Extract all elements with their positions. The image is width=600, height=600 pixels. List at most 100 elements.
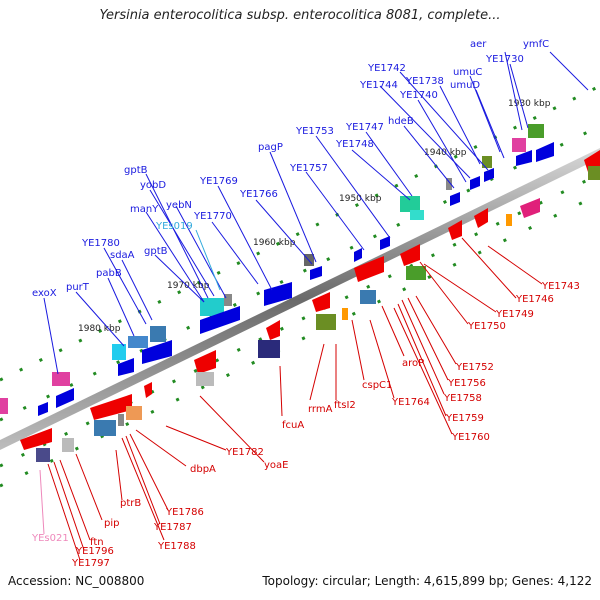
accession-label: Accession: NC_008800 [8, 574, 145, 588]
leader-line [47, 463, 81, 561]
gene-label[interactable]: YE1757 [289, 163, 328, 174]
gene-label[interactable]: YE1782 [225, 447, 264, 458]
feature-arrow [118, 358, 134, 376]
feature-block [0, 398, 8, 414]
feature-arrow [194, 350, 216, 374]
leader-line [269, 151, 317, 263]
gene-label[interactable]: YE1780 [81, 238, 120, 249]
leader-line [399, 71, 489, 171]
gene-label[interactable]: YE1760 [451, 432, 490, 443]
gene-label[interactable]: YE1797 [71, 558, 110, 569]
leader-line [403, 125, 455, 189]
gene-label[interactable]: YE1788 [157, 541, 196, 552]
gene-label[interactable]: gptB [144, 246, 168, 257]
gene-label[interactable]: ptrB [120, 498, 141, 509]
gene-label[interactable]: YE1770 [193, 211, 232, 222]
gene-label[interactable]: purT [66, 282, 90, 293]
gene-label[interactable]: YE1748 [335, 139, 374, 150]
gene-label[interactable]: umuC [453, 67, 482, 78]
gene-label[interactable]: YEs019 [155, 221, 193, 232]
feature-block [112, 344, 126, 360]
leader-line [439, 85, 481, 165]
feature-block [410, 210, 424, 220]
gene-label[interactable]: YE1738 [405, 76, 444, 87]
gene-label[interactable]: aer [470, 39, 487, 50]
feature-arrow [520, 198, 540, 218]
gene-label[interactable]: YE1744 [359, 80, 398, 91]
feature-arrow [312, 292, 330, 312]
leader-line [504, 51, 523, 131]
gene-label[interactable]: YE1730 [485, 54, 524, 65]
gene-label[interactable]: sdaA [110, 250, 135, 261]
leader-line [39, 469, 45, 535]
feature-block [36, 448, 50, 462]
gene-label[interactable]: YE1769 [199, 176, 238, 187]
gene-label[interactable]: YE1740 [399, 90, 438, 101]
feature-block [506, 214, 512, 226]
feature-arrow [474, 208, 488, 228]
gene-label[interactable]: YE1764 [391, 397, 430, 408]
gene-label[interactable]: YE1752 [455, 362, 494, 373]
leader-line [315, 135, 391, 239]
leader-line [423, 263, 497, 313]
gene-label[interactable]: yoaE [264, 460, 288, 471]
feature-arrow [266, 320, 280, 340]
gene-label[interactable]: YE1766 [239, 189, 278, 200]
feature-arrow [450, 192, 460, 206]
gene-label[interactable]: yebN [166, 200, 192, 211]
leader-line [415, 295, 457, 365]
feature-arrow [354, 256, 384, 282]
gene-label[interactable]: cspC1 [362, 380, 392, 391]
gene-label[interactable]: pagP [258, 142, 283, 153]
gene-label[interactable]: YE1786 [165, 507, 204, 518]
gene-label[interactable]: YE1746 [515, 294, 554, 305]
gene-label[interactable]: rrmA [308, 404, 333, 415]
gene-label[interactable]: YE1758 [443, 393, 482, 404]
gene-label[interactable]: YE1759 [445, 413, 484, 424]
gene-label[interactable]: YEs021 [31, 533, 69, 544]
leader-line [43, 297, 59, 375]
feature-arrow [448, 220, 462, 240]
leader-line [195, 229, 221, 291]
gene-label[interactable]: pabB [96, 268, 122, 279]
gene-label[interactable]: YE1743 [541, 281, 580, 292]
gene-label[interactable]: yobD [140, 180, 166, 191]
gene-label[interactable]: gptB [124, 165, 148, 176]
gene-label[interactable]: YE1749 [495, 309, 534, 320]
gene-label[interactable]: YE1742 [367, 63, 406, 74]
gene-label[interactable]: pip [104, 518, 119, 529]
feature-block [196, 372, 214, 386]
feature-arrow [470, 176, 480, 190]
gene-label[interactable]: exoX [32, 288, 57, 299]
gene-label[interactable]: ymfC [523, 39, 549, 50]
gene-label[interactable]: YE1756 [447, 378, 486, 389]
gene-label[interactable]: ftsI2 [334, 400, 356, 411]
gene-label[interactable]: dbpA [190, 464, 216, 475]
gene-label[interactable]: aroP [402, 358, 424, 369]
feature-arrow [56, 388, 74, 408]
tick-row-forward-outer [0, 84, 600, 382]
leader-line [305, 171, 365, 251]
gene-label[interactable]: YE1750 [467, 321, 506, 332]
gene-label[interactable]: YE1787 [153, 522, 192, 533]
gene-label[interactable]: fcuA [282, 420, 304, 431]
leader-line [75, 291, 125, 347]
leader-line [381, 305, 405, 357]
leader-line [129, 433, 169, 511]
leader-line [135, 429, 187, 467]
gene-label[interactable]: hdeB [388, 116, 414, 127]
kbp-marker: 1950 kbp [339, 194, 382, 204]
forward-features [0, 124, 554, 416]
gene-label[interactable]: YE1747 [345, 122, 384, 133]
leader-line [279, 365, 283, 417]
gene-label[interactable]: YE1796 [75, 546, 114, 557]
gene-label[interactable]: YE1753 [295, 126, 334, 137]
map-title: Yersinia enterocolitica subsp. enterocol… [99, 8, 501, 23]
feature-arrow [200, 306, 240, 334]
gene-label[interactable]: manY [130, 204, 159, 215]
gene-label[interactable]: umuD [450, 80, 480, 91]
gene-label[interactable]: ftn [90, 537, 104, 548]
leader-line [475, 89, 505, 159]
